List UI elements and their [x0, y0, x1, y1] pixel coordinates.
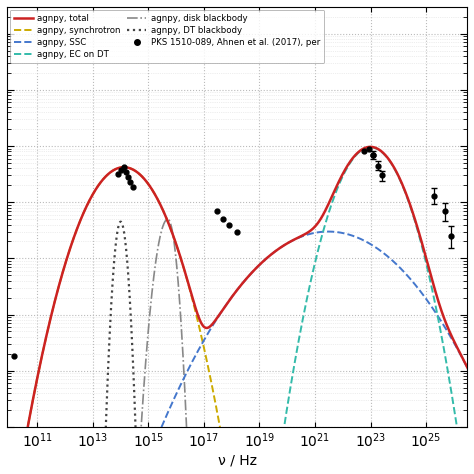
Legend: agnpy, total, agnpy, synchrotron, agnpy, SSC, agnpy, EC on DT, agnpy, disk black: agnpy, total, agnpy, synchrotron, agnpy,…	[9, 9, 324, 63]
X-axis label: ν / Hz: ν / Hz	[218, 453, 256, 467]
